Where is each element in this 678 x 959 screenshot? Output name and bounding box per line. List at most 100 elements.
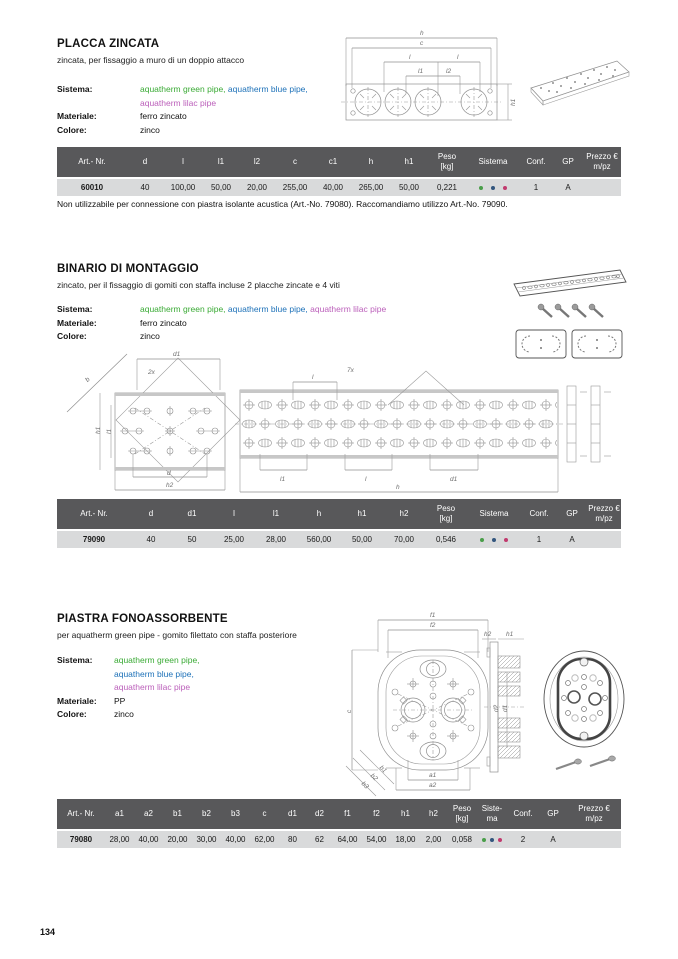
dim-l: l [312,374,314,381]
colore-value: zinco [114,709,134,719]
sistema-label: Sistema: [57,84,93,94]
section1-title: PLACCA ZINCATA [57,38,160,50]
sistema-dots [477,830,507,848]
binario-product-view [513,269,627,359]
section3-title: PIASTRA FONOASSORBENTE [57,613,228,625]
sistema-green: aquatherm green pipe, [114,655,200,665]
sistema-lilac: aquatherm lilac pipe [140,97,217,108]
colore-label: Colore: [57,331,87,341]
dim-l1: l1 [418,68,423,75]
sistema-value: aquatherm green pipe, aquatherm blue pip… [114,654,200,695]
dim-b2: b2 [369,772,379,782]
section1-note: Non utilizzabile per connessione con pia… [57,199,508,209]
colore-value: zinco [140,331,160,341]
colore-label: Colore: [57,709,87,719]
dim-b: b [84,376,92,384]
dim-c: c [346,709,353,713]
materiale-value: ferro zincato [140,317,187,328]
placca-holes [120,406,220,456]
materiale-label: Materiale: [57,317,97,328]
materiale-value: ferro zincato [140,111,187,121]
dot-green-pipe [482,837,486,842]
table-row: 60010 40 100,00 50,00 20,00 255,00 40,00… [57,178,621,196]
colore-value: zinco [140,124,160,135]
dot-lilac-pipe [503,185,507,190]
sistema-blue: aquatherm blue pipe, [227,304,311,314]
dim-c: c [420,40,424,47]
placca-technical-drawing: h c l l l1 l2 h1 [341,30,630,121]
sistema-green: aquatherm green pipe, [140,304,228,314]
dim-a1: a1 [429,772,437,779]
section3-subtitle: per aquatherm green pipe - gomito filett… [57,630,297,640]
dim-d2: d2 [493,704,500,712]
table-header-row: Art.- Nr. a1 a2 b1 b2 b3 c d1 d2 f1 f2 h… [57,799,621,830]
dim-h1: h1 [95,426,102,434]
screws-icon [537,303,604,318]
materiale-label: Materiale: [57,695,97,706]
table-header-row: Art.- Nr. d d1 l l1 h h1 h2 Peso [kg] Si… [57,499,621,530]
sistema-dots [467,178,519,196]
table-row: 79090 40 50 25,00 28,00 560,00 50,00 70,… [57,530,621,548]
qty-2x: 2x [147,369,156,376]
binario-technical-drawing: b 2x d1 h1 l1 d h2 7x [66,351,611,493]
sistema-label: Sistema: [57,655,93,665]
sistema-value: aquatherm green pipe, aquatherm blue pip… [140,83,308,110]
table-row: 79080 28,00 40,00 20,00 30,00 40,00 62,0… [57,830,621,848]
piastra-table: Art.- Nr. a1 a2 b1 b2 b3 c d1 d2 f1 f2 h… [57,799,621,848]
dim-d: d [167,470,171,477]
dim-l1-bottom: l1 [280,476,285,483]
materiale-value: PP [114,695,126,706]
col-artnr: Art.- Nr. [57,147,127,178]
piastra-holes [391,678,475,742]
section2-title: BINARIO DI MONTAGGIO [57,263,199,275]
sistema-dots [467,530,521,548]
dim-h2: h2 [166,482,174,489]
dim-h: h [420,30,424,37]
dot-blue-pipe [490,837,494,842]
dim-l1: l1 [106,429,113,434]
dim-d1-bottom: d1 [450,476,458,483]
piastra-product-view [543,650,625,771]
piastra-section-view: h2 h1 [482,631,526,773]
placche-icon [515,329,623,359]
dim-f1: f1 [430,612,436,619]
qty-7x: 7x [347,367,355,374]
dim-l-right: l [457,54,459,61]
piastra-technical-drawing: f1 f2 [345,612,625,797]
dim-a2: a2 [429,782,437,789]
dim-d1-right: d1 [502,704,509,712]
colore-label: Colore: [57,124,87,135]
dot-lilac-pipe [498,837,502,842]
dim-f2: f2 [430,622,436,629]
table-header-row: Art.- Nr. d l l1 l2 c c1 h h1 Peso [kg] … [57,147,621,178]
sistema-lilac: aquatherm lilac pipe [114,682,191,692]
screws-icon [555,755,616,771]
dim-h-overall: h [396,484,400,491]
section1-info: Sistema: aquatherm green pipe, aquatherm… [57,83,337,137]
dim-b3: b3 [360,780,370,790]
sistema-blue: aquatherm blue pipe, [227,84,308,94]
dot-green-pipe [479,185,483,190]
section2-subtitle: zincato, per il fissaggio di gomiti con … [57,280,340,290]
materiale-label: Materiale: [57,111,97,121]
sistema-value: aquatherm green pipe, aquatherm blue pip… [140,303,386,317]
sistema-label: Sistema: [57,304,93,314]
sistema-lilac: aquatherm lilac pipe [310,304,387,314]
dim-l-bottom: l [365,476,367,483]
section2-info: Sistema: aquatherm green pipe, aquatherm… [57,303,477,344]
sistema-blue: aquatherm blue pipe, [114,668,194,679]
dim-l2: l2 [446,68,451,75]
dim-b1: b1 [378,764,388,774]
dim-d1: d1 [173,351,181,358]
page-number: 134 [40,927,56,937]
dim-h1: h1 [510,98,517,106]
dim-l-left: l [409,54,411,61]
section3-info: Sistema: aquatherm green pipe, aquatherm… [57,654,307,722]
dot-green-pipe [480,537,484,542]
dim-h2: h2 [484,631,492,638]
dot-blue-pipe [492,537,496,542]
dot-lilac-pipe [504,537,508,542]
dim-h1: h1 [506,631,514,638]
section1-subtitle: zincata, per fissaggio a muro di un dopp… [57,55,245,65]
